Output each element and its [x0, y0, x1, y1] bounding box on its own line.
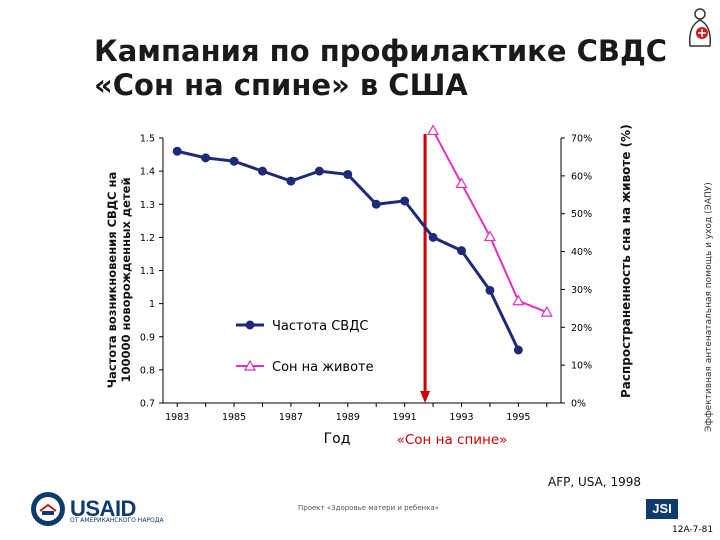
- x-tick-label: 1983: [165, 412, 189, 423]
- x-tick-label: 1991: [393, 412, 417, 423]
- usaid-subtitle: ОТ АМЕРИКАНСКОГО НАРОДА: [70, 517, 164, 524]
- source-note: AFP, USA, 1998: [548, 475, 641, 489]
- sids-point: [258, 166, 267, 176]
- stomach-point: [540, 305, 553, 317]
- campaign-marker-arrowhead: [420, 391, 431, 403]
- sids-point: [457, 246, 466, 256]
- sids-point: [513, 345, 523, 355]
- x-tick-label: 1987: [279, 412, 303, 423]
- y-left-tick-label: 0.9: [140, 332, 155, 343]
- y-left-tick-label: 1.3: [140, 200, 155, 211]
- y-left-tick-label: 0.7: [140, 399, 155, 410]
- sids-point: [428, 232, 438, 242]
- x-tick-label: 1989: [336, 412, 360, 423]
- legend-label-sids: Частота СВДС: [272, 319, 368, 334]
- x-axis-label: Год: [324, 431, 351, 447]
- y-axis-right-label: Распространенность сна на животе (%): [619, 124, 633, 398]
- x-tick-label: 1993: [449, 412, 473, 423]
- usaid-seal-icon: [31, 492, 65, 526]
- sids-point: [485, 285, 495, 295]
- slide-code: 12A-7-81: [672, 525, 714, 535]
- y-right-tick-label: 30%: [571, 285, 592, 296]
- y-axis-left-label-text: Частота возникновения СВДС на 100000 нов…: [105, 171, 133, 389]
- y-axis-left-label: Частота возникновения СВДС на 100000 нов…: [105, 150, 133, 410]
- stomach-point: [455, 177, 468, 189]
- y-right-tick-label: 50%: [571, 209, 592, 220]
- legend-marker-stomach: [243, 359, 257, 371]
- title-line-2: «Сон на спине» в США: [94, 68, 468, 102]
- sids-point: [314, 166, 324, 176]
- usaid-logo-text: USAID: [70, 496, 136, 521]
- y-left-tick-label: 1.2: [140, 233, 155, 244]
- stomach-point: [427, 124, 440, 136]
- sids-point: [400, 196, 410, 206]
- x-tick-label: 1995: [506, 412, 530, 423]
- sids-point: [286, 176, 296, 186]
- mother-child-logo-icon: [688, 8, 712, 47]
- y-right-tick-label: 60%: [571, 171, 592, 182]
- campaign-label: «Сон на спине»: [397, 432, 508, 448]
- legend-marker-sids: [245, 320, 255, 330]
- stomach-point: [512, 294, 525, 306]
- y-left-tick-label: 1.5: [140, 134, 155, 145]
- page-title: Кампания по профилактике СВДС «Сон на сп…: [94, 34, 668, 102]
- stomach-point: [483, 230, 496, 242]
- y-left-tick-label: 1.4: [140, 167, 155, 178]
- title-line-1: Кампания по профилактике СВДС: [94, 34, 668, 68]
- series-line-stomach: [432, 129, 548, 314]
- y-right-tick-label: 0%: [571, 399, 586, 410]
- y-left-tick-label: 1.1: [140, 266, 155, 277]
- sids-point: [229, 156, 239, 166]
- sids-point: [201, 153, 211, 163]
- sids-point: [172, 146, 182, 156]
- y-right-tick-label: 10%: [571, 361, 592, 372]
- sids-point: [371, 199, 381, 209]
- jsi-logo-text: JSI: [652, 501, 672, 516]
- footer-project: Проект «Здоровье матери и ребенка»: [298, 504, 439, 512]
- y-left-tick-label: 1: [149, 299, 155, 310]
- y-left-tick-label: 0.8: [140, 365, 155, 376]
- y-right-tick-label: 20%: [571, 323, 592, 334]
- x-tick-label: 1985: [222, 412, 246, 423]
- y-right-tick-label: 70%: [571, 134, 592, 145]
- y-right-tick-label: 40%: [571, 247, 592, 258]
- sids-point: [343, 169, 353, 179]
- jsi-logo: JSI: [646, 499, 678, 519]
- legend-label-stomach: Сон на животе: [272, 360, 374, 375]
